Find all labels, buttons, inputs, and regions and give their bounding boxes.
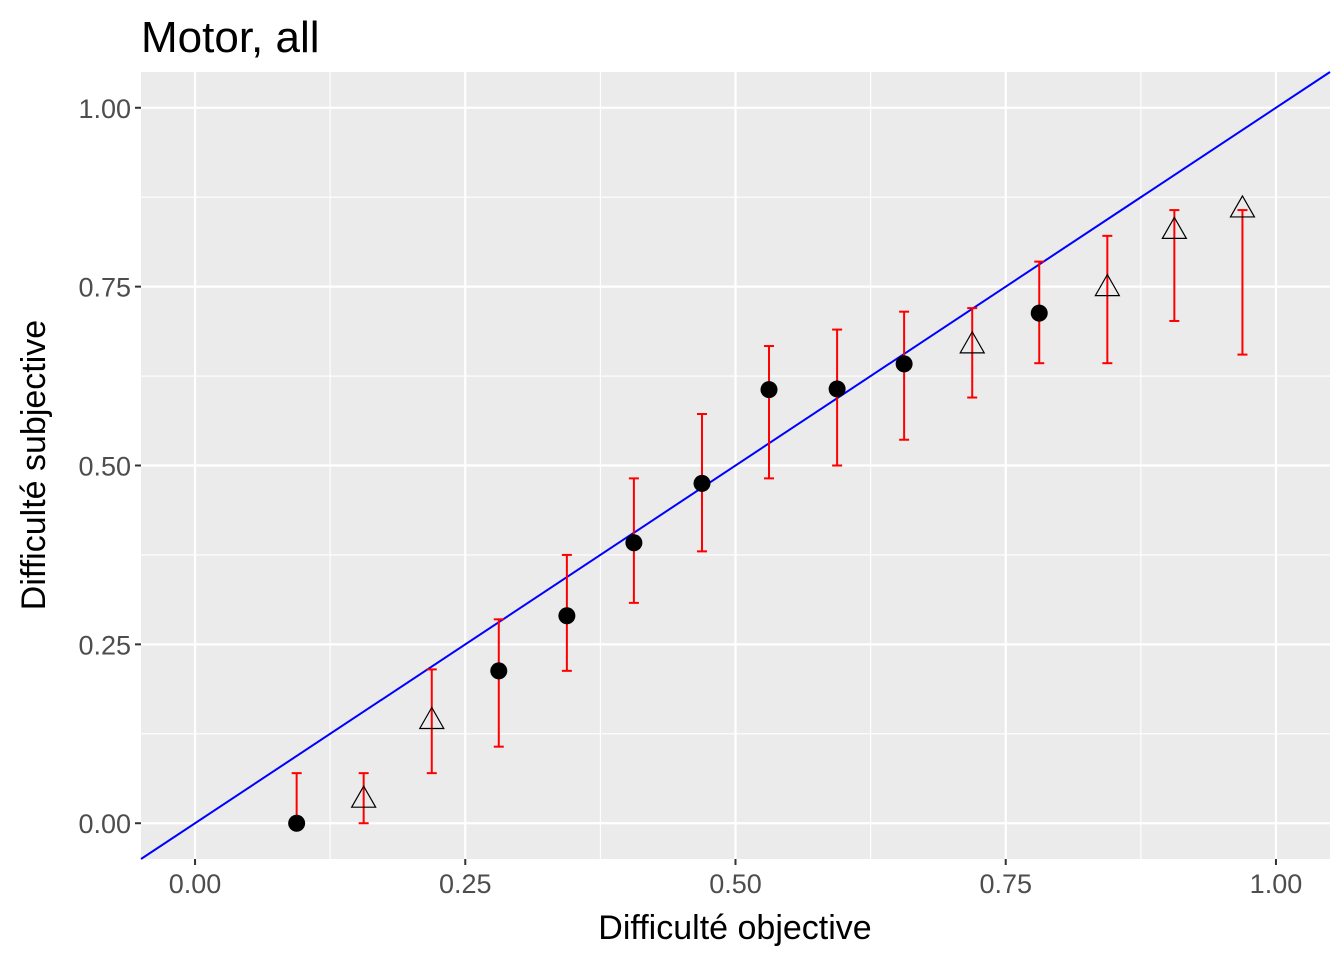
data-point-triangle [1229,194,1256,218]
error-bar [832,328,843,467]
data-points [288,194,1256,832]
y-tick-label: 0.75 [78,273,131,303]
data-point-triangle [1094,273,1121,297]
error-bar [493,618,504,748]
data-point-triangle [350,784,377,808]
data-point-circle [895,355,913,373]
data-point-circle [490,662,508,680]
error-bar [1102,234,1113,365]
data-point-triangle [959,330,986,354]
error-bar [1237,209,1248,356]
chart-title: Motor, all [141,13,320,62]
error-bar [358,772,369,825]
y-tick-label: 0.25 [78,630,131,660]
data-point-circle [1030,304,1048,322]
error-bar [899,310,910,441]
y-axis-title: Difficulté subjective [15,320,53,610]
data-point-circle [558,607,576,625]
y-axis: 0.00 0.25 0.50 0.75 1.00 [78,94,141,839]
error-bar [764,345,775,480]
x-tick-label: 0.75 [979,869,1032,899]
reference-line-layer [140,71,1331,860]
y-tick-label: 0.50 [78,452,131,482]
x-axis: 0.00 0.25 0.50 0.75 1.00 [169,859,1302,899]
x-tick-label: 0.25 [439,869,492,899]
x-tick-label: 0.00 [169,869,222,899]
y-tick-label: 1.00 [78,94,131,124]
data-point-circle [760,381,778,399]
error-bars [291,209,1248,825]
x-axis-title: Difficulté objective [598,909,871,947]
data-point-circle [288,814,306,832]
reference-line [140,71,1331,860]
data-point-circle [828,380,846,398]
data-point-triangle [1161,216,1188,239]
data-point-circle [693,474,711,492]
x-tick-label: 1.00 [1250,869,1303,899]
data-point-triangle [418,706,445,730]
error-bar [1169,209,1180,322]
y-tick-label: 0.00 [78,809,131,839]
x-tick-label: 0.50 [709,869,762,899]
data-point-circle [625,534,643,552]
error-bar [426,668,437,775]
